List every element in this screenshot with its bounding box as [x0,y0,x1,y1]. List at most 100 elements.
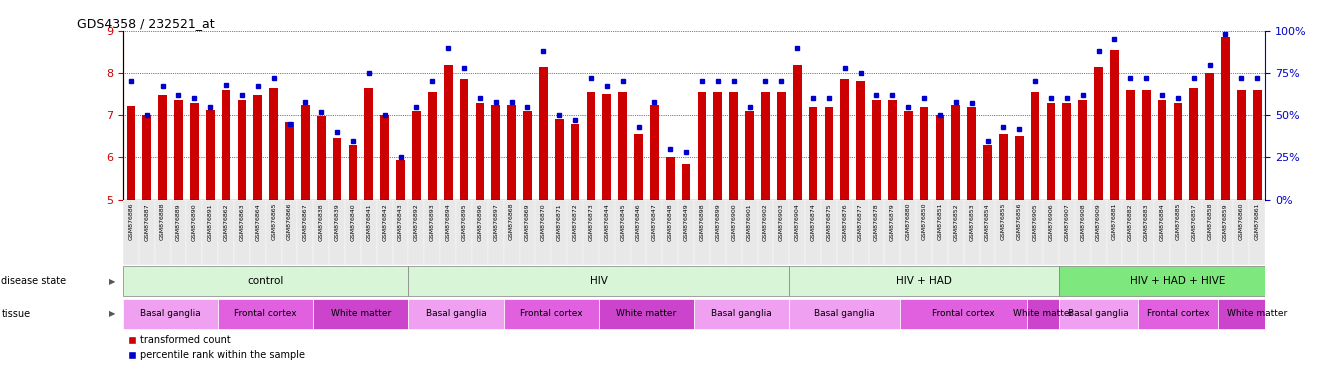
Text: GSM876852: GSM876852 [953,203,958,240]
Text: Basal ganglia: Basal ganglia [426,310,486,318]
Bar [793,65,801,200]
Text: GSM876890: GSM876890 [192,203,197,240]
Text: GSM876847: GSM876847 [652,203,657,241]
Bar [504,200,520,265]
Text: White matter: White matter [616,310,677,318]
Bar [714,92,722,200]
Bar [1079,100,1087,200]
Text: GSM876891: GSM876891 [208,203,213,240]
Text: GSM876896: GSM876896 [477,203,483,240]
Bar [508,104,516,200]
Bar [873,100,880,200]
Text: GSM876902: GSM876902 [763,203,768,241]
Text: GSM876867: GSM876867 [303,203,308,240]
Text: White matter: White matter [330,310,391,318]
Bar [1218,299,1297,329]
Text: GSM876855: GSM876855 [1001,203,1006,240]
Bar [329,200,345,265]
Bar [884,200,900,265]
Bar [297,200,313,265]
Text: GSM876841: GSM876841 [366,203,371,240]
Bar [397,159,405,200]
Text: Basal ganglia: Basal ganglia [711,310,772,318]
Text: GSM876858: GSM876858 [1207,203,1212,240]
Bar [1110,50,1118,200]
Bar [995,200,1011,265]
Text: GSM876840: GSM876840 [350,203,356,240]
Bar [730,92,738,200]
Text: GSM876866: GSM876866 [287,203,292,240]
Bar [123,266,408,296]
Bar [583,200,599,265]
Text: GSM876873: GSM876873 [588,203,594,241]
Bar [286,121,293,200]
Text: GSM876909: GSM876909 [1096,203,1101,241]
Text: Frontal cortex: Frontal cortex [932,310,995,318]
Bar [900,200,916,265]
Bar [492,104,500,200]
Bar [567,200,583,265]
Bar [1043,200,1059,265]
Text: GSM876899: GSM876899 [715,203,720,241]
Bar [678,200,694,265]
Bar [587,92,595,200]
Bar [393,200,408,265]
Bar [936,115,944,200]
Text: GSM876864: GSM876864 [255,203,260,240]
Bar [349,145,357,200]
Text: GSM876863: GSM876863 [239,203,245,240]
Bar [123,299,218,329]
Bar [171,200,186,265]
Bar [916,200,932,265]
Bar [504,299,599,329]
Bar [968,107,976,200]
Text: tissue: tissue [1,309,30,319]
Bar [408,299,504,329]
Bar [619,92,627,200]
Bar [520,200,535,265]
Text: GSM876907: GSM876907 [1064,203,1069,241]
Text: GSM876869: GSM876869 [525,203,530,240]
Text: control: control [247,276,284,286]
Bar [408,266,789,296]
Text: GSM876874: GSM876874 [810,203,816,241]
Bar [1253,90,1261,200]
Bar [1122,200,1138,265]
Text: Basal ganglia: Basal ganglia [814,310,875,318]
Text: GSM876871: GSM876871 [557,203,562,240]
Text: GSM876838: GSM876838 [319,203,324,240]
Bar [853,200,869,265]
Bar [1015,136,1023,200]
Text: GSM876881: GSM876881 [1112,203,1117,240]
Text: GSM876843: GSM876843 [398,203,403,241]
Text: GSM876888: GSM876888 [160,203,165,240]
Bar [773,200,789,265]
Text: GSM876862: GSM876862 [223,203,229,240]
Bar [599,299,694,329]
Bar [127,106,135,200]
Bar [317,116,325,200]
Bar [313,200,329,265]
Bar [841,79,849,200]
Text: GSM876880: GSM876880 [906,203,911,240]
Text: GSM876850: GSM876850 [921,203,927,240]
Text: Basal ganglia: Basal ganglia [140,310,201,318]
Text: GSM876905: GSM876905 [1032,203,1038,240]
Bar [758,200,773,265]
Bar [789,299,900,329]
Bar [1095,66,1103,200]
Bar [1142,90,1150,200]
Bar [599,200,615,265]
Bar [218,299,313,329]
Bar [825,107,833,200]
Bar [555,119,563,200]
Text: GSM876875: GSM876875 [826,203,832,240]
Bar [218,200,234,265]
Bar [857,81,865,200]
Text: GSM876883: GSM876883 [1144,203,1149,240]
Bar [1138,299,1218,329]
Bar [698,92,706,200]
Bar [694,200,710,265]
Bar [869,200,884,265]
Bar [631,200,646,265]
